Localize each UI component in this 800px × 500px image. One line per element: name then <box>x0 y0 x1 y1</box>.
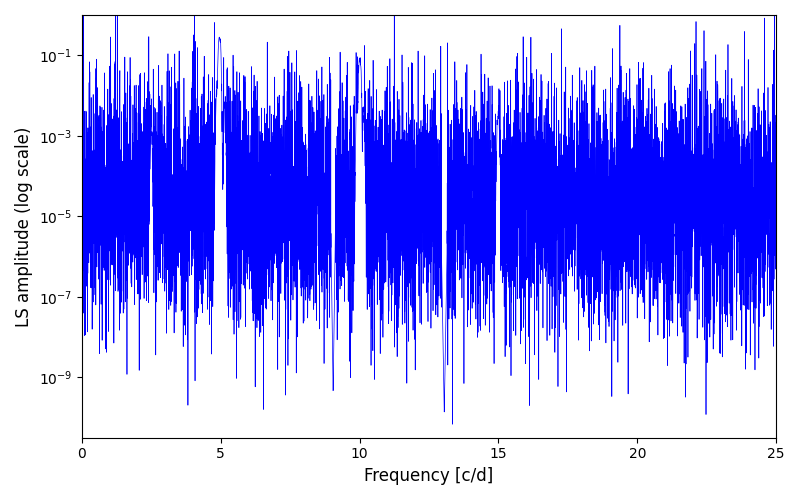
X-axis label: Frequency [c/d]: Frequency [c/d] <box>364 467 494 485</box>
Y-axis label: LS amplitude (log scale): LS amplitude (log scale) <box>15 126 33 326</box>
